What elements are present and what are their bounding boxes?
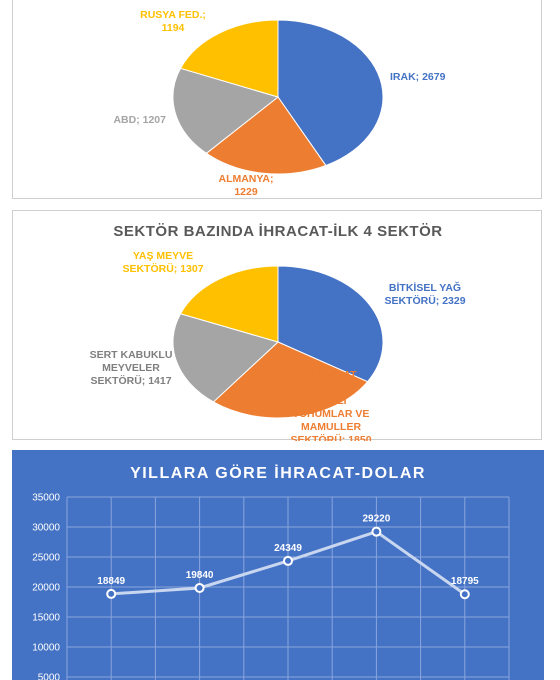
data-point (372, 528, 380, 536)
data-point (284, 557, 292, 565)
data-label: 18849 (97, 576, 125, 587)
sector-pie-chart: SEKTÖR BAZINDA İHRACAT-İLK 4 SEKTÖR BİTK… (13, 211, 543, 441)
pie-data-label-line: HUBUBAT (305, 369, 357, 381)
pie-data-label-line: BAKLİYAT (305, 381, 357, 394)
pie-data-label-line: SEKTÖRÜ; 1307 (122, 262, 203, 275)
data-label: 19840 (186, 570, 214, 581)
pie-data-label-line: MAMULLER (301, 421, 361, 433)
yearly-line-chart: YILLARA GÖRE İHRACAT-DOLAR 35000 30000 250… (12, 450, 544, 680)
pie-data-label: ABD; 1207 (113, 114, 166, 126)
pie-data-label-line: MEYVELER (102, 362, 160, 374)
country-pie-chart: IRAK; 2679 ALMANYA;1229 ABD; 1207 RUSYA FED… (13, 0, 543, 200)
pie-data-label: ALMANYA;1229 (218, 173, 273, 198)
pie-data-label-line: IRAK; 2679 (390, 71, 446, 83)
pie-data-label-line: 1229 (234, 186, 258, 198)
y-tick-label: 25000 (32, 553, 60, 564)
pie-data-label-line: SEKTÖRÜ; 2329 (384, 294, 465, 307)
y-tick-label: 15000 (32, 613, 60, 624)
y-tick-label: 20000 (32, 583, 60, 594)
yearly-line-panel: YILLARA GÖRE İHRACAT-DOLAR 35000 30000 250… (12, 450, 544, 680)
pie-data-label-line: ALMANYA; (218, 173, 273, 185)
y-tick-label: 5000 (38, 673, 61, 680)
pie-data-label-line: SEKTÖRÜ; 1850 (290, 433, 371, 441)
data-label: 18795 (451, 576, 479, 587)
y-tick-label: 10000 (32, 643, 60, 654)
y-tick-label: 35000 (32, 493, 60, 504)
y-tick-label: 30000 (32, 523, 60, 534)
pie-data-label-line: 1194 (162, 22, 185, 34)
data-label: 24349 (274, 543, 302, 554)
pie-data-label-line: SERT KABUKLU (90, 349, 173, 361)
line-chart-title: YILLARA GÖRE İHRACAT-DOLAR (130, 463, 426, 482)
data-point (196, 584, 204, 592)
data-point (461, 590, 469, 598)
pie-data-label-line: YAĞLI (315, 394, 346, 407)
sector-pie-panel: SEKTÖR BAZINDA İHRACAT-İLK 4 SEKTÖR BİTK… (12, 210, 542, 440)
country-pie-panel: IRAK; 2679 ALMANYA;1229 ABD; 1207 RUSYA FED… (12, 0, 542, 199)
pie-data-label-line: RUSYA FED.; (140, 9, 206, 21)
pie-data-label-line: TOHUMLAR VE (293, 408, 370, 420)
sector-pie-title: SEKTÖR BAZINDA İHRACAT-İLK 4 SEKTÖR (113, 223, 442, 240)
pie-data-label-line: ABD; 1207 (113, 114, 166, 126)
pie-data-label: IRAK; 2679 (390, 71, 446, 83)
data-point (107, 590, 115, 598)
data-label: 29220 (362, 514, 390, 525)
pie-data-label-line: SEKTÖRÜ; 1417 (90, 374, 171, 387)
pie-data-label-line: BİTKİSEL YAĞ (389, 281, 461, 294)
pie-data-label-line: YAŞ MEYVE (133, 250, 193, 262)
pie-data-label: RUSYA FED.;1194 (140, 9, 206, 34)
